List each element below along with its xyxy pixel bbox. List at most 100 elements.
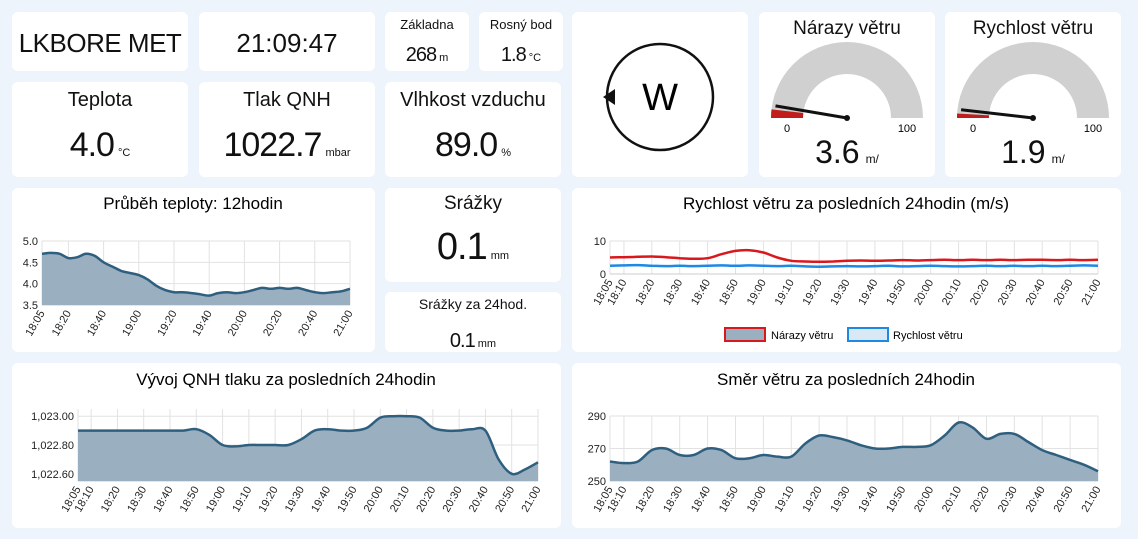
base-unit: m xyxy=(439,52,449,64)
x-tick-label: 20:20 xyxy=(968,485,992,515)
x-tick-label: 21:00 xyxy=(1079,485,1103,515)
wind-speed-chart: Rychlost větru za posledních 24hodin (m/… xyxy=(591,194,1104,342)
y-tick-label: 4.5 xyxy=(23,257,38,269)
x-tick-label: 19:00 xyxy=(120,309,144,339)
gauge-hub xyxy=(1030,115,1036,121)
y-tick-label: 250 xyxy=(588,476,606,488)
gusts-unit: m/ xyxy=(865,152,879,166)
x-tick-label: 20:40 xyxy=(467,485,491,515)
rain24-card: Srážky za 24hod. 0.1 mm xyxy=(385,292,561,352)
rain24-unit: mm xyxy=(477,338,497,350)
legend-swatch-gusts xyxy=(724,327,766,342)
x-tick-label: 19:40 xyxy=(191,309,215,339)
x-tick-label: 20:20 xyxy=(968,278,992,308)
x-tick-label: 18:30 xyxy=(661,485,685,515)
legend-label-gusts: Nárazy větru xyxy=(771,330,833,342)
rain-number: 0.1 xyxy=(436,226,488,268)
gauge-fill xyxy=(771,109,804,118)
humidity-label: Vlhkost vzduchu xyxy=(400,89,546,111)
x-tick-label: 21:00 xyxy=(1079,278,1103,308)
gusts-gauge: 0 100 xyxy=(771,42,923,135)
temperature-unit: °C xyxy=(117,147,131,159)
chart-title: Průběh teploty: 12hodin xyxy=(103,194,283,213)
rain24-label: Srážky za 24hod. xyxy=(418,296,528,312)
speed-label: Rychlost větru xyxy=(972,18,1094,39)
y-tick-label: 0 xyxy=(600,269,606,281)
y-tick-label: 1,023.00 xyxy=(31,411,74,423)
x-tick-label: 18:40 xyxy=(85,309,109,339)
y-tick-label: 4.0 xyxy=(23,279,38,291)
gauge-max: 100 xyxy=(1084,123,1102,135)
x-tick-label: 20:40 xyxy=(296,309,320,339)
y-tick-label: 10 xyxy=(594,236,606,248)
x-tick-label: 19:10 xyxy=(230,485,254,515)
chart-plot: 3.5 4.0 4.5 5.0 18:05 18:20 18:40 19:00 19:20 19:… xyxy=(23,236,356,338)
x-tick-label: 18:40 xyxy=(689,278,713,308)
x-tick-label: 20:30 xyxy=(441,485,465,515)
y-tick-label: 1,022.80 xyxy=(31,440,74,452)
x-tick-label: 18:40 xyxy=(151,485,175,515)
x-tick-label: 20:30 xyxy=(996,485,1020,515)
wind-direction-chart: Směr větru za posledních 24hodin 250 270 2… xyxy=(588,370,1104,515)
chart-title: Rychlost větru za posledních 24hodin (m/… xyxy=(683,194,1009,213)
series-line xyxy=(609,263,1099,268)
y-tick-label: 1,022.60 xyxy=(31,469,74,481)
area-fill xyxy=(42,252,350,305)
wind-direction-letter: W xyxy=(642,77,678,119)
area-fill xyxy=(610,422,1098,481)
pressure-chart-card: Vývoj QNH tlaku za posledních 24hodin 1,… xyxy=(12,363,561,528)
x-tick-label: 19:30 xyxy=(828,485,852,515)
temperature-chart-card: Průběh teploty: 12hodin 3.5 4.0 4.5 5.0 18:0… xyxy=(12,188,375,352)
area-line xyxy=(78,414,539,476)
humidity-number: 89.0 xyxy=(435,126,498,164)
clock-time: 21:09:47 xyxy=(236,28,338,58)
humidity-value: 89.0% xyxy=(385,126,561,165)
x-tick-label: 20:10 xyxy=(940,278,964,308)
series-line xyxy=(609,248,1099,264)
x-tick-label: 18:20 xyxy=(99,485,123,515)
speed-unit: m/ xyxy=(1051,152,1065,166)
x-tick-label: 18:20 xyxy=(633,485,657,515)
wind-arrow-icon xyxy=(603,89,615,105)
area-line xyxy=(41,251,351,297)
x-tick-label: 18:05 xyxy=(23,309,47,339)
y-tick-label: 290 xyxy=(588,411,606,423)
temperature-value: 4.0 °C xyxy=(12,126,188,165)
x-tick-label: 18:50 xyxy=(717,278,741,308)
rain-unit: mm xyxy=(490,250,510,262)
dewpoint-unit: °C xyxy=(528,52,542,64)
y-tick-label: 270 xyxy=(588,444,606,456)
x-tick-label: 19:00 xyxy=(745,485,769,515)
x-tick-label: 20:10 xyxy=(388,485,412,515)
x-tick-label: 19:40 xyxy=(856,278,880,308)
x-tick-label: 21:00 xyxy=(331,309,355,339)
x-tick-label: 18:50 xyxy=(717,485,741,515)
humidity-unit: % xyxy=(501,147,511,159)
rain24-value: 0.1 mm xyxy=(385,330,561,352)
station-name: LKBORE MET xyxy=(18,28,182,58)
x-tick-label: 20:50 xyxy=(493,485,517,515)
x-tick-label: 20:20 xyxy=(261,309,285,339)
x-tick-label: 20:00 xyxy=(226,309,250,339)
pressure-number: 1022.7 xyxy=(223,126,322,164)
clock-card: 21:09:47 xyxy=(199,12,375,71)
x-tick-label: 19:30 xyxy=(283,485,307,515)
x-tick-label: 20:00 xyxy=(912,485,936,515)
x-tick-label: 19:40 xyxy=(309,485,333,515)
x-tick-label: 18:20 xyxy=(50,309,74,339)
gauge-needle xyxy=(960,108,1034,120)
pressure-chart: Vývoj QNH tlaku za posledních 24hodin 1,… xyxy=(31,370,543,515)
x-tick-label: 19:20 xyxy=(155,309,179,339)
gauge-min: 0 xyxy=(784,123,790,135)
dewpoint-value: 1.8 °C xyxy=(479,44,563,67)
x-tick-label: 19:40 xyxy=(856,485,880,515)
rain24-number: 0.1 xyxy=(449,330,476,352)
x-tick-label: 20:00 xyxy=(912,278,936,308)
wind-speed-chart-card: Rychlost větru za posledních 24hodin (m/… xyxy=(572,188,1121,352)
x-tick-label: 19:20 xyxy=(257,485,281,515)
x-tick-label: 20:30 xyxy=(996,278,1020,308)
gauge-track xyxy=(771,42,923,118)
x-tick-label: 19:00 xyxy=(745,278,769,308)
gauge-hub xyxy=(844,115,850,121)
x-tick-label: 19:30 xyxy=(828,278,852,308)
